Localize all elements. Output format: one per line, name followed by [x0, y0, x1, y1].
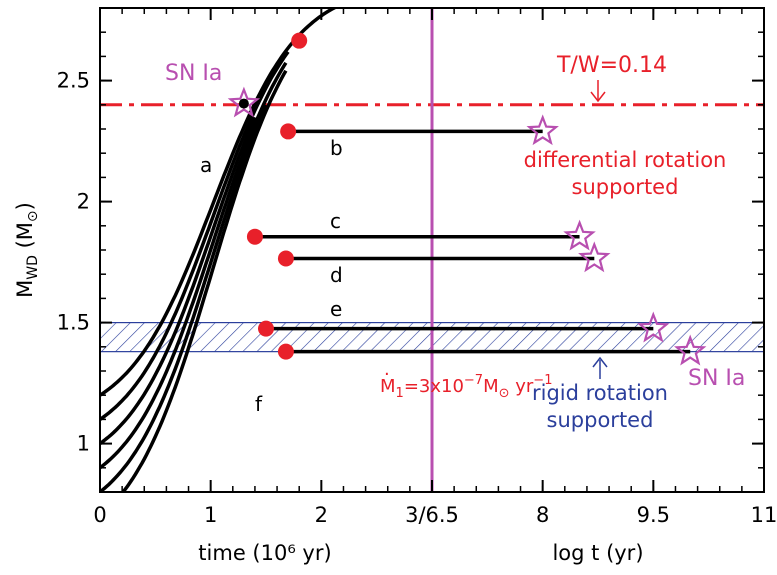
annotations: a b c de f — [200, 80, 707, 416]
mdot-dot: · — [384, 364, 390, 385]
growth-curve-a — [100, 8, 338, 397]
x-axis-title-logt: log t (yr) — [552, 541, 643, 565]
x-tick-label: 3/6.5 — [405, 503, 459, 527]
growth-curve-e — [100, 104, 268, 492]
curve-label-c: c — [330, 209, 341, 233]
growth-curve-f — [120, 69, 288, 492]
mdot-exp2: −1 — [533, 373, 552, 388]
annotation-sn-bottom: SN Ia — [688, 366, 745, 391]
annotation-diff-line1: differential rotation — [524, 148, 727, 172]
growth-curve-b — [100, 50, 290, 421]
x-tick-label: 11 — [751, 503, 777, 527]
annotation-rigid-line2: supported — [547, 408, 654, 432]
growth-curve-d — [100, 61, 288, 470]
threshold-label: T/W=0.14 — [556, 53, 667, 78]
onset-point-a — [291, 32, 308, 49]
onset-point-d — [277, 250, 294, 267]
y-axis-title: MWD (M⊙) — [13, 202, 41, 298]
x-axis-title-time: time (10⁶ yr) — [198, 541, 331, 565]
y-tick-label: 2 — [77, 190, 90, 214]
mdot-unit: M — [483, 376, 499, 397]
final-star-d — [578, 241, 611, 273]
growth-curve-c — [100, 116, 257, 446]
onset-point-f — [277, 343, 294, 360]
final-star-c — [563, 219, 596, 251]
x-tick-label: 0 — [93, 503, 106, 527]
y-tick-label: 2.5 — [57, 69, 90, 93]
svg-text:M1=3x10−7M⊙ yr−1: M1=3x10−7M⊙ yr−1 — [380, 373, 552, 401]
onset-point-e — [258, 320, 274, 337]
curve-label-f: f — [255, 392, 263, 416]
x-tick-label: 9.5 — [637, 503, 670, 527]
mdot-exp1: −7 — [464, 373, 483, 388]
final-star-f — [673, 334, 707, 366]
mdot-mid: =3x10 — [404, 376, 464, 397]
sn-ia-star-growth — [227, 86, 261, 118]
sn-ia-point — [238, 98, 249, 109]
threshold-arrow-head — [590, 91, 606, 103]
y-tick-label: 1 — [77, 432, 90, 456]
mdot-sub: 1 — [396, 386, 404, 401]
y-tick-label: 1.5 — [57, 311, 90, 335]
onset-point-c — [246, 228, 263, 245]
x-tick-label: 1 — [204, 503, 217, 527]
curve-label-e: e — [330, 297, 342, 321]
mdot-sun: ⊙ — [499, 386, 510, 401]
final-star-b — [526, 114, 559, 146]
accretion-rate-annotation: · M1=3x10−7M⊙ yr−1 — [380, 364, 552, 401]
axes: 1 1.5 2 2.5 0 1 2 3/6.5 8 9.5 11 — [57, 7, 777, 527]
x-tick-label: 2 — [315, 503, 328, 527]
mdot-main: M — [380, 376, 396, 397]
curve-label-a: a — [200, 153, 212, 177]
curve-label-d: d — [330, 263, 343, 287]
x-tick-label: 8 — [536, 503, 549, 527]
annotation-diff-line2: supported — [572, 175, 679, 199]
mdot-yr: yr — [510, 376, 534, 397]
plot-area — [100, 8, 764, 492]
final-star-e — [637, 311, 670, 343]
annotation-sn-top: SN Ia — [165, 61, 222, 86]
rigid-arrow-head — [592, 356, 608, 368]
curve-label-b: b — [330, 136, 343, 160]
annotation-rigid-line1: rigid rotation — [532, 381, 668, 405]
onset-point-b — [280, 123, 297, 140]
